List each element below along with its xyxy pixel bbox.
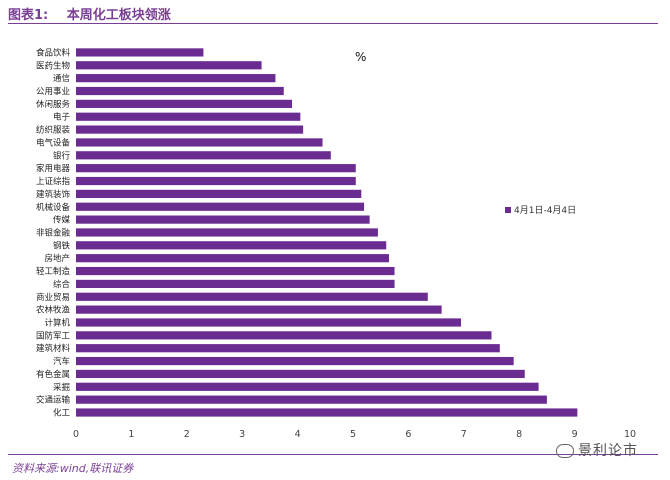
bar-综合: [76, 279, 395, 289]
bar-汽车: [76, 356, 514, 366]
source-note: 资料来源:wind,联讯证券: [12, 462, 134, 475]
category-label: 休闲服务: [36, 99, 71, 110]
bar-食品饮料: [76, 48, 204, 57]
category-label: 电气设备: [36, 137, 71, 148]
chart-title: 本周化工板块领涨: [66, 8, 171, 23]
bar-电气设备: [76, 138, 323, 147]
bar-公用事业: [76, 86, 284, 96]
top-divider: [8, 23, 658, 24]
bar-钢铁: [76, 241, 387, 250]
bar-计算机: [76, 318, 462, 327]
x-tick-label: 6: [405, 429, 411, 440]
category-label: 轻工制造: [36, 266, 71, 277]
chart-header: 图表1: 本周化工板块领涨: [8, 4, 171, 23]
bar-机械设备: [76, 202, 365, 211]
unit-label: %: [355, 50, 366, 64]
bar-非银金融: [76, 228, 378, 237]
bar-轻工制造: [76, 266, 395, 276]
x-tick-label: 3: [239, 429, 245, 440]
x-tick-label: 4: [295, 429, 301, 440]
x-tick-label: 0: [73, 429, 79, 440]
category-label: 采掘: [53, 382, 70, 393]
category-label: 计算机: [44, 317, 70, 328]
category-label: 食品饮料: [36, 47, 71, 58]
bar-传媒: [76, 215, 370, 224]
bar-通信: [76, 74, 276, 83]
category-label: 化工: [53, 408, 71, 419]
x-tick-label: 1: [128, 429, 134, 440]
category-label: 农林牧渔: [36, 305, 71, 316]
x-tick-label: 2: [184, 429, 190, 440]
x-tick-label: 7: [461, 429, 467, 440]
bottom-divider: [8, 454, 658, 455]
category-label: 上证综指: [36, 176, 71, 187]
watermark: 景利论市: [556, 440, 638, 460]
bar-房地产: [76, 254, 390, 263]
bar-采掘: [76, 382, 539, 391]
bar-家用电器: [76, 164, 356, 173]
category-label: 银行: [53, 150, 71, 161]
category-label: 医药生物: [36, 60, 71, 71]
bar-医药生物: [76, 61, 262, 70]
category-label: 汽车: [53, 356, 70, 367]
bar-银行: [76, 151, 331, 160]
category-label: 公用事业: [36, 86, 70, 97]
legend-swatch: [505, 207, 511, 213]
x-tick-label: 5: [350, 429, 356, 440]
category-label: 通信: [53, 73, 71, 84]
category-label: 交通运输: [36, 395, 71, 406]
bar-交通运输: [76, 395, 547, 404]
category-label: 建筑材料: [36, 343, 71, 354]
bar-建筑装饰: [76, 189, 362, 198]
category-label: 传媒: [53, 215, 71, 226]
category-label: 电子: [53, 112, 71, 123]
bar-建筑材料: [76, 344, 500, 353]
bar-纺织服装: [76, 125, 304, 134]
category-label: 房地产: [44, 253, 70, 264]
x-tick-label: 8: [516, 429, 522, 440]
bar-电子: [76, 112, 301, 121]
category-label: 有色金属: [36, 369, 70, 380]
bar-国防军工: [76, 331, 492, 340]
category-label: 国防军工: [36, 330, 71, 341]
category-label: 商业贸易: [36, 292, 70, 303]
category-label: 机械设备: [36, 202, 71, 213]
watermark-text: 景利论市: [578, 443, 638, 459]
legend-label: 4月1日-4月4日: [514, 205, 576, 216]
category-label: 非银金融: [36, 227, 71, 238]
category-label: 钢铁: [53, 240, 71, 251]
figure-number: 图表1:: [8, 8, 49, 23]
bar-上证综指: [76, 176, 356, 186]
category-label: 纺织服装: [36, 125, 71, 136]
bar-有色金属: [76, 369, 525, 379]
bar-商业贸易: [76, 292, 428, 301]
category-label: 家用电器: [36, 163, 71, 174]
category-label: 综合: [53, 279, 71, 290]
x-tick-label: 9: [572, 429, 578, 440]
category-label: 建筑装饰: [36, 189, 71, 200]
bar-农林牧渔: [76, 305, 442, 314]
x-tick-label: 10: [624, 429, 636, 440]
bar-化工: [76, 408, 578, 417]
wechat-icon: [556, 444, 574, 458]
bar-休闲服务: [76, 99, 293, 108]
